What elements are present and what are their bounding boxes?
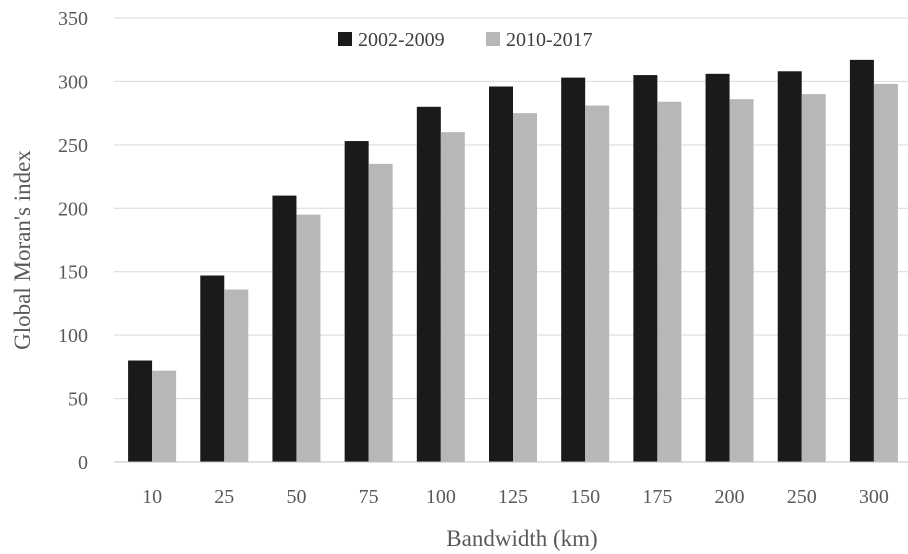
x-axis-title: Bandwidth (km) (446, 526, 597, 551)
bar-2010-2017-75 (368, 163, 393, 462)
axes: 0 50 100 150 200 250 300 350 10 25 50 75 100 125 150 17… (58, 8, 908, 508)
bar-2010-2017-175 (657, 101, 682, 463)
x-tick-label: 300 (859, 486, 889, 508)
bars (128, 59, 898, 463)
x-tick-label: 200 (715, 486, 745, 508)
bar-2002-2009-10 (128, 360, 153, 462)
bar-2010-2017-10 (152, 370, 177, 462)
bar-2002-2009-200 (705, 73, 730, 463)
y-tick-label: 200 (58, 198, 88, 220)
x-tick-label: 250 (787, 486, 817, 508)
bar-2002-2009-300 (849, 59, 874, 463)
x-tick-label: 25 (214, 486, 234, 508)
legend-label-2010-2017: 2010-2017 (506, 29, 593, 51)
y-tick-label: 250 (58, 135, 88, 157)
y-tick-label: 150 (58, 262, 88, 284)
bar-2002-2009-75 (344, 141, 369, 462)
y-tick-label: 50 (68, 389, 88, 411)
legend-swatch-2010-2017 (486, 32, 500, 46)
x-tick-label: 175 (642, 486, 672, 508)
y-tick-label: 0 (78, 452, 88, 474)
bar-2010-2017-100 (440, 132, 465, 462)
bar-2010-2017-25 (224, 289, 249, 462)
bar-2010-2017-50 (296, 214, 321, 462)
bar-2010-2017-125 (513, 113, 537, 463)
bar-2002-2009-150 (561, 77, 586, 462)
x-tick-label: 125 (498, 486, 528, 508)
x-tick-label: 150 (570, 486, 600, 508)
legend-swatch-2002-2009 (338, 32, 352, 46)
y-axis-title: Global Moran's index (10, 150, 35, 350)
x-tick-label: 50 (286, 486, 306, 508)
x-tick-label: 75 (359, 486, 379, 508)
x-tick-label: 100 (426, 486, 456, 508)
x-tick-label: 10 (142, 486, 162, 508)
legend: 2002-2009 2010-2017 (338, 29, 593, 51)
bar-2010-2017-200 (729, 99, 754, 462)
y-tick-label: 350 (58, 8, 88, 30)
bar-2002-2009-50 (272, 195, 297, 462)
bar-2010-2017-150 (585, 105, 610, 462)
y-tick-label: 100 (58, 325, 88, 347)
bar-2010-2017-250 (801, 94, 826, 462)
legend-label-2002-2009: 2002-2009 (358, 29, 445, 51)
bar-2002-2009-175 (633, 75, 658, 462)
bar-2002-2009-250 (777, 71, 802, 462)
y-tick-label: 300 (58, 71, 88, 93)
bar-2002-2009-125 (489, 86, 513, 462)
bar-2002-2009-25 (200, 275, 225, 462)
bar-2010-2017-300 (873, 83, 898, 463)
bar-2002-2009-100 (416, 106, 441, 463)
